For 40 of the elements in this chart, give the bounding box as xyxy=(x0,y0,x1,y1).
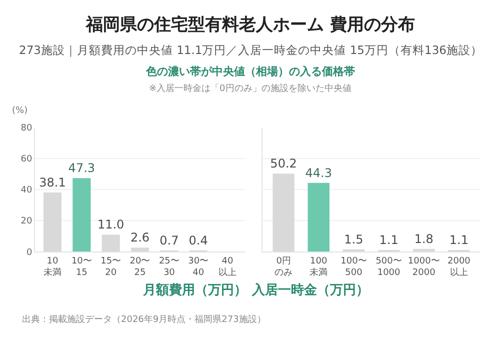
data-label: 2.6 xyxy=(130,230,150,245)
chart-title: 福岡県の住宅型有料老人ホーム 費用の分布 xyxy=(85,15,415,35)
data-label: 1.8 xyxy=(414,232,434,246)
data-label: 0.7 xyxy=(160,233,179,248)
data-label: 50.2 xyxy=(270,156,297,171)
y-tick-label: 40 xyxy=(20,186,32,196)
y-tick-label: 80 xyxy=(20,124,32,134)
x-tick-label: 500〜 1000 xyxy=(376,256,402,278)
x-tick-label: 0円のみ xyxy=(274,256,293,278)
x-tick-label: 10〜 15 xyxy=(71,256,92,278)
data-label: 1.5 xyxy=(344,232,364,246)
bar xyxy=(72,178,91,252)
text: ※入居一時金は「0円のみ」の施設を除いた中央値 xyxy=(149,83,352,94)
x-tick-label: 15〜 20 xyxy=(100,256,122,278)
data-label: 47.3 xyxy=(68,161,96,176)
data-label: 1.1 xyxy=(379,232,398,247)
x-tick-label: 2000 以上 xyxy=(447,256,471,278)
bar xyxy=(308,182,330,252)
chart-subtitle: 273施設｜月額費用の中央値 11.1万円／入居一時金の中央値 15万円（有料136施設） xyxy=(19,43,482,57)
data-label: 1.1 xyxy=(449,232,468,247)
x-tick-label: 40 以上 xyxy=(218,256,236,278)
x-tick-label: 20〜 25 xyxy=(130,256,150,278)
data-label: 38.1 xyxy=(39,175,66,190)
y-tick-label: 20 xyxy=(20,216,32,227)
y-tick-label: 0 xyxy=(26,248,32,258)
source-note: 出典：掲載施設データ（2026年9月時点・福岡県273施設） xyxy=(22,314,266,325)
x-tick-label: 30〜 40 xyxy=(188,256,209,278)
x-tick-label: 100〜 500 xyxy=(340,256,367,278)
x-tick-label: 10 未満 xyxy=(44,256,62,278)
x-axis-title: 月額費用（万円） xyxy=(142,282,247,298)
x-tick-label: 1000〜 2000 xyxy=(408,256,440,278)
x-tick-label: 25〜 30 xyxy=(158,256,180,278)
text: 色の濃い帯が中央値（相場）の入る価格帯 xyxy=(145,65,355,78)
y-tick-label: 60 xyxy=(20,154,32,165)
data-label: 0.4 xyxy=(188,233,208,248)
data-label: 44.3 xyxy=(305,166,332,180)
x-tick-label: 100 未満 xyxy=(310,256,328,278)
x-axis-title: 入居一時金（万円） xyxy=(251,282,369,298)
y-axis-title: (%) xyxy=(12,106,28,116)
data-label: 11.0 xyxy=(97,218,124,232)
